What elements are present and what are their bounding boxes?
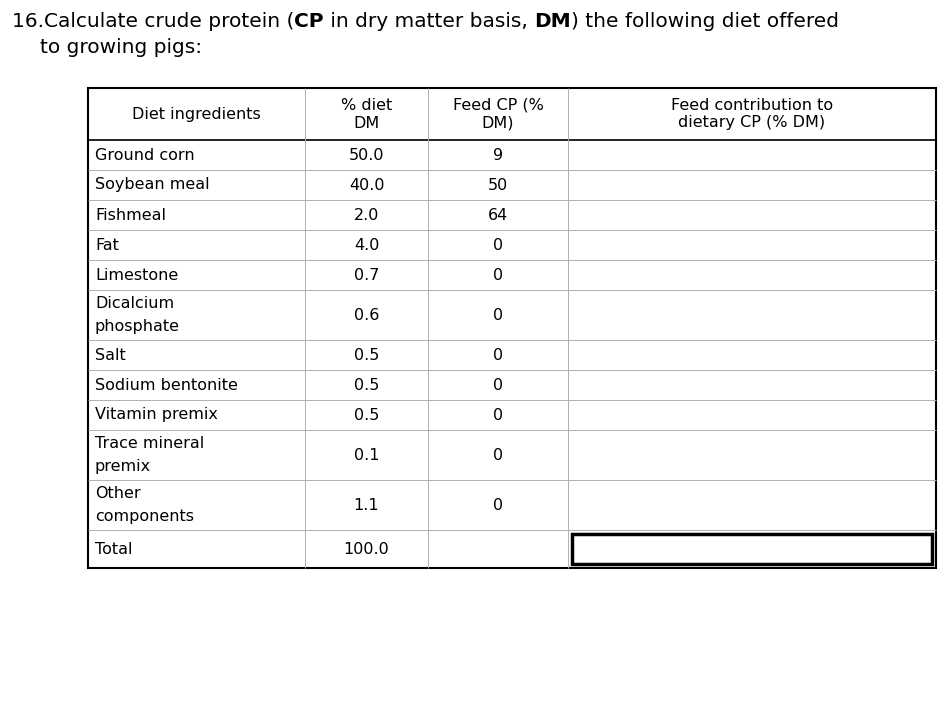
Text: Ground corn: Ground corn: [95, 147, 194, 163]
Text: DM): DM): [482, 115, 514, 131]
Text: 0: 0: [493, 497, 503, 513]
Text: 0: 0: [493, 308, 503, 322]
Bar: [88, 88, 936, 568]
Text: Diet ingredients: Diet ingredients: [132, 107, 261, 121]
Text: 0.7: 0.7: [354, 267, 379, 282]
Text: 64: 64: [487, 208, 508, 222]
Text: Sodium bentonite: Sodium bentonite: [95, 378, 238, 393]
Text: 0.5: 0.5: [354, 378, 379, 393]
Text: 0: 0: [493, 267, 503, 282]
Text: 2.0: 2.0: [354, 208, 379, 222]
Text: 0.5: 0.5: [354, 407, 379, 423]
Text: in dry matter basis,: in dry matter basis,: [324, 12, 534, 31]
Text: 0: 0: [493, 237, 503, 253]
Text: Soybean meal: Soybean meal: [95, 177, 209, 192]
Text: 16.Calculate crude protein (: 16.Calculate crude protein (: [12, 12, 294, 31]
Text: 50.0: 50.0: [348, 147, 385, 163]
Text: DM: DM: [353, 115, 380, 131]
Text: 40.0: 40.0: [348, 177, 385, 192]
Text: Fat: Fat: [95, 237, 119, 253]
Text: Salt: Salt: [95, 348, 126, 362]
Text: 100.0: 100.0: [344, 542, 389, 557]
Text: 1.1: 1.1: [354, 497, 379, 513]
Text: Other: Other: [95, 486, 141, 502]
Text: Limestone: Limestone: [95, 267, 178, 282]
Text: premix: premix: [95, 459, 151, 473]
Text: Dicalcium: Dicalcium: [95, 296, 174, 311]
Text: to growing pigs:: to growing pigs:: [40, 38, 202, 57]
Text: Trace mineral: Trace mineral: [95, 436, 205, 452]
Text: 4.0: 4.0: [354, 237, 379, 253]
Text: DM: DM: [534, 12, 571, 31]
Text: 0: 0: [493, 378, 503, 393]
Text: CP: CP: [294, 12, 324, 31]
Text: 0.1: 0.1: [354, 447, 379, 462]
Bar: [572, 534, 932, 564]
Text: 0: 0: [493, 348, 503, 362]
Text: dietary CP (% DM): dietary CP (% DM): [679, 115, 825, 131]
Text: Fishmeal: Fishmeal: [95, 208, 166, 222]
Text: Total: Total: [95, 542, 132, 557]
Text: Vitamin premix: Vitamin premix: [95, 407, 218, 423]
Text: phosphate: phosphate: [95, 319, 180, 333]
Text: ) the following diet offered: ) the following diet offered: [571, 12, 839, 31]
Text: 0.6: 0.6: [354, 308, 379, 322]
Text: 9: 9: [493, 147, 503, 163]
Text: 50: 50: [487, 177, 508, 192]
Text: 0: 0: [493, 447, 503, 462]
Text: Feed contribution to: Feed contribution to: [671, 97, 833, 113]
Text: % diet: % diet: [341, 97, 392, 113]
Text: 0.5: 0.5: [354, 348, 379, 362]
Text: Feed CP (%: Feed CP (%: [452, 97, 544, 113]
Text: 0: 0: [493, 407, 503, 423]
Text: components: components: [95, 508, 194, 523]
